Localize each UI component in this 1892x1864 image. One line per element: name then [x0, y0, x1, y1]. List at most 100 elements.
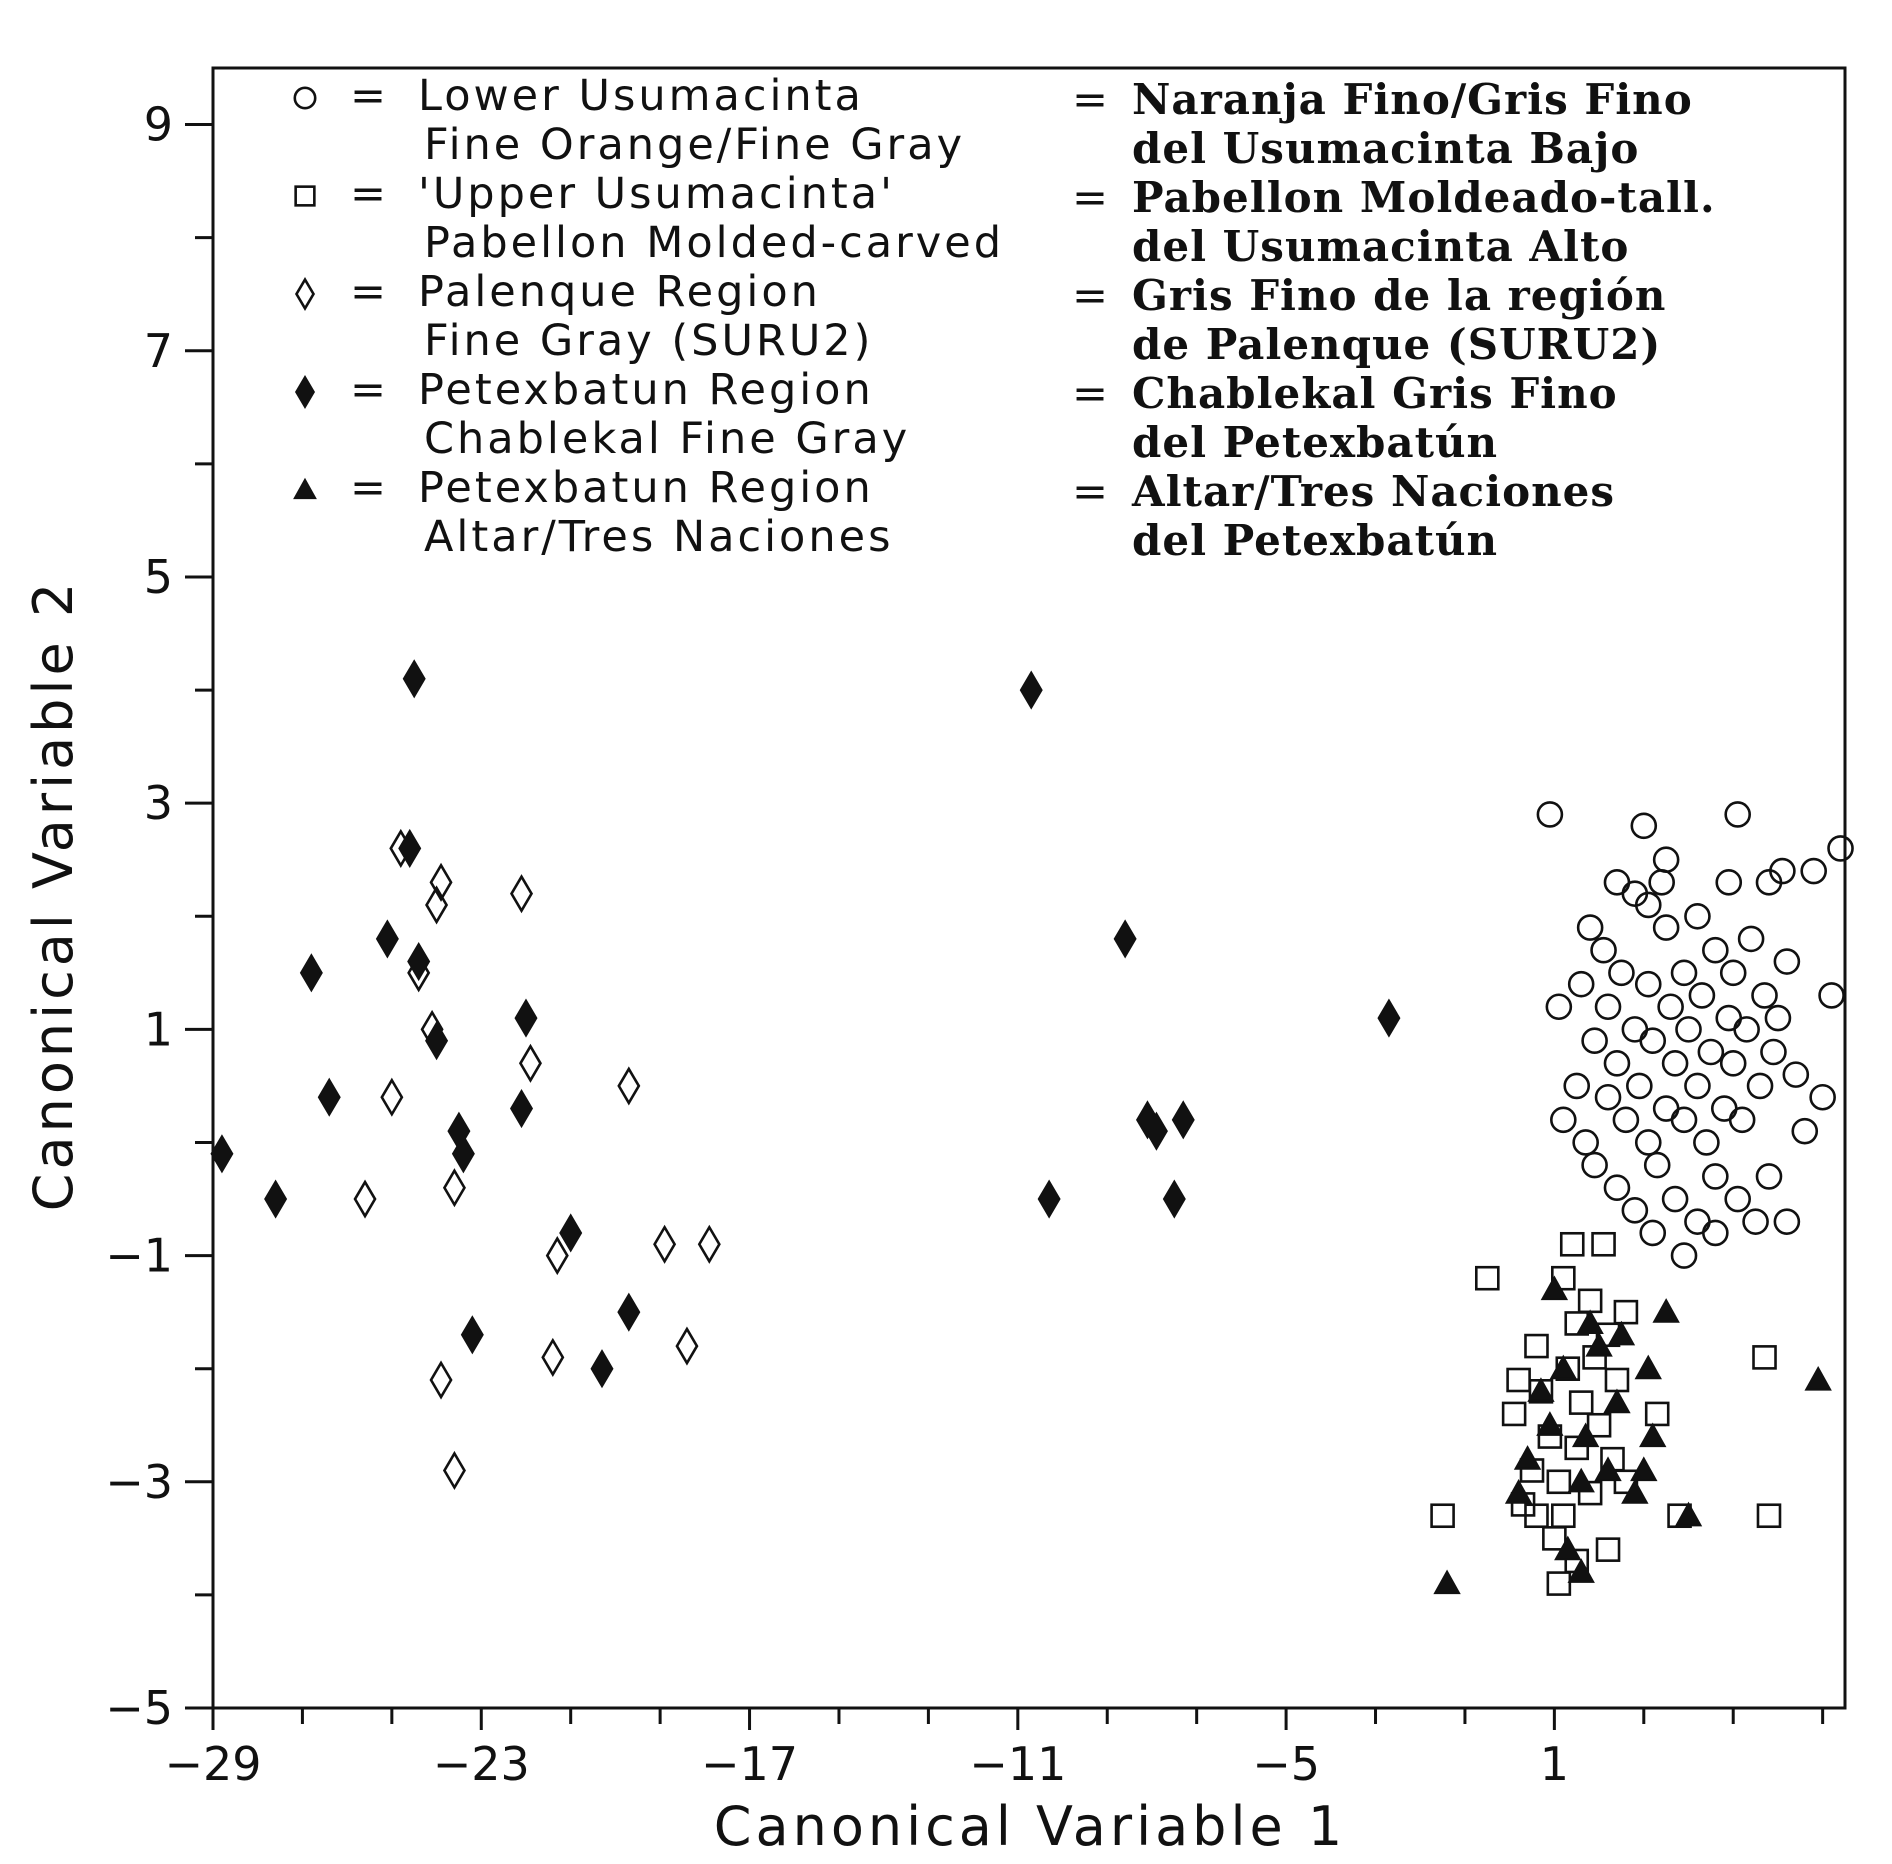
legend-label-es: Pabellon Moldeado-tall.: [1132, 173, 1716, 222]
lower_usumacinta-point: [1728, 1106, 1756, 1134]
palenque-point: [510, 874, 534, 914]
petexbatun_chablekal-point: [210, 1134, 234, 1174]
lower_usumacinta-point: [1715, 1004, 1743, 1032]
legend-marker-palenque: [294, 276, 316, 312]
legend-equals: =: [350, 71, 386, 121]
petexbatun_altar-point: [1652, 1298, 1680, 1323]
lower_usumacinta-point: [1760, 1038, 1787, 1066]
lower_usumacinta-point: [1684, 902, 1711, 930]
lower_usumacinta-point: [1634, 1129, 1662, 1156]
upper_usumacinta-point: [1752, 1345, 1777, 1370]
lower_usumacinta-point: [1652, 846, 1680, 874]
legend-label-en: Petexbatun Region: [418, 365, 874, 415]
petexbatun_altar-point: [1576, 1309, 1604, 1335]
legend-label-en: Altar/Tres Naciones: [424, 512, 893, 562]
petexbatun_altar-point: [1607, 1320, 1636, 1346]
upper_usumacinta-point: [1595, 1537, 1621, 1562]
palenque-point: [617, 1066, 641, 1106]
legend-label-en: Pabellon Molded-carved: [424, 218, 1004, 268]
x-axis-label: Canonical Variable 1: [714, 1795, 1346, 1858]
legend-marker-upper_usumacinta: [294, 185, 316, 207]
upper_usumacinta-point: [1475, 1265, 1500, 1291]
upper_usumacinta-point: [1546, 1571, 1572, 1596]
legend-label-en: 'Upper Usumacinta': [418, 169, 895, 219]
legend-equals: =: [1072, 173, 1108, 223]
legend-label-en: Petexbatun Region: [418, 463, 874, 513]
lower_usumacinta-point: [1603, 869, 1631, 896]
lower_usumacinta-point: [1639, 1219, 1667, 1247]
upper_usumacinta-point: [1501, 1401, 1527, 1427]
petexbatun_chablekal-point: [1037, 1179, 1061, 1219]
petexbatun_chablekal-point: [1377, 998, 1401, 1038]
series-lower_usumacinta: [1536, 801, 1854, 1269]
legend-equals: =: [1072, 75, 1108, 125]
legend-equals: =: [350, 365, 386, 415]
petexbatun_chablekal-point: [1171, 1100, 1195, 1140]
petexbatun_chablekal-point: [451, 1134, 475, 1174]
lower_usumacinta-point: [1746, 1072, 1774, 1100]
lower_usumacinta-point: [1572, 1129, 1599, 1156]
lower_usumacinta-point: [1626, 1072, 1653, 1100]
petexbatun_chablekal-point: [402, 659, 426, 699]
upper_usumacinta-point: [1546, 1469, 1572, 1495]
upper_usumacinta-point: [1577, 1288, 1603, 1314]
series-petexbatun_chablekal: [210, 659, 1401, 1389]
petexbatun_chablekal-point: [1144, 1111, 1168, 1151]
upper_usumacinta-point: [1524, 1333, 1549, 1359]
petexbatun_altar-point: [1554, 1535, 1582, 1561]
lower_usumacinta-point: [1737, 925, 1765, 953]
petexbatun_chablekal-point: [299, 953, 323, 993]
lower_usumacinta-point: [1612, 1106, 1640, 1134]
y-axis-label: Canonical Variable 2: [22, 579, 85, 1211]
petexbatun_chablekal-point: [559, 1213, 583, 1253]
petexbatun_chablekal-point: [617, 1292, 641, 1332]
petexbatun_chablekal-point: [1019, 670, 1043, 710]
x-axis: −29 −23 −17 −11 −5 1: [164, 1708, 1825, 1791]
lower_usumacinta-point: [1724, 801, 1751, 828]
petexbatun_altar-point: [1433, 1569, 1461, 1595]
upper_usumacinta-point: [1756, 1503, 1782, 1529]
petexbatun_altar-point: [1674, 1501, 1703, 1527]
lower_usumacinta-point: [1719, 959, 1747, 987]
legend-label-es: del Petexbatún: [1132, 516, 1498, 565]
series-petexbatun_altar: [1433, 1275, 1832, 1595]
lower_usumacinta-point: [1634, 970, 1662, 998]
petexbatun_chablekal-point: [1113, 919, 1137, 959]
petexbatun_chablekal-point: [460, 1315, 484, 1355]
lower_usumacinta-point: [1545, 993, 1573, 1021]
petexbatun_altar-point: [1549, 1354, 1578, 1380]
petexbatun_chablekal-point: [425, 1021, 449, 1061]
lower_usumacinta-point: [1751, 982, 1778, 1009]
legend-equals: =: [350, 463, 386, 513]
lower_usumacinta-point: [1661, 1050, 1689, 1077]
series-upper_usumacinta: [1430, 1231, 1782, 1596]
lower_usumacinta-point: [1550, 1106, 1577, 1134]
upper_usumacinta-point: [1613, 1469, 1639, 1495]
petexbatun_altar-point: [1527, 1377, 1555, 1402]
petexbatun_altar-point: [1585, 1332, 1613, 1357]
legend-equals: =: [350, 267, 386, 317]
lower_usumacinta-point: [1657, 993, 1684, 1021]
upper_usumacinta-point: [1551, 1265, 1576, 1291]
petexbatun_altar-point: [1621, 1479, 1649, 1504]
petexbatun_chablekal-point: [317, 1077, 341, 1117]
lower_usumacinta-point: [1608, 959, 1635, 987]
lower_usumacinta-point: [1567, 970, 1595, 998]
petexbatun_altar-point: [1804, 1365, 1832, 1391]
y-tick-label: 1: [144, 1002, 173, 1056]
y-tick-label: 5: [144, 550, 173, 604]
lower_usumacinta-point: [1648, 869, 1675, 896]
petexbatun_chablekal-point: [514, 998, 538, 1038]
petexbatun_altar-point: [1536, 1411, 1564, 1436]
lower_usumacinta-point: [1670, 959, 1698, 987]
lower_usumacinta-point: [1675, 1016, 1702, 1043]
lower_usumacinta-point: [1621, 1016, 1649, 1043]
lower_usumacinta-point: [1643, 1151, 1671, 1179]
legend-label-en: Fine Orange/Fine Gray: [424, 120, 965, 170]
petexbatun_altar-point: [1567, 1467, 1595, 1493]
legend-label-en: Fine Gray (SURU2): [424, 316, 873, 366]
lower_usumacinta-point: [1809, 1083, 1836, 1111]
palenque-point: [518, 1043, 542, 1083]
